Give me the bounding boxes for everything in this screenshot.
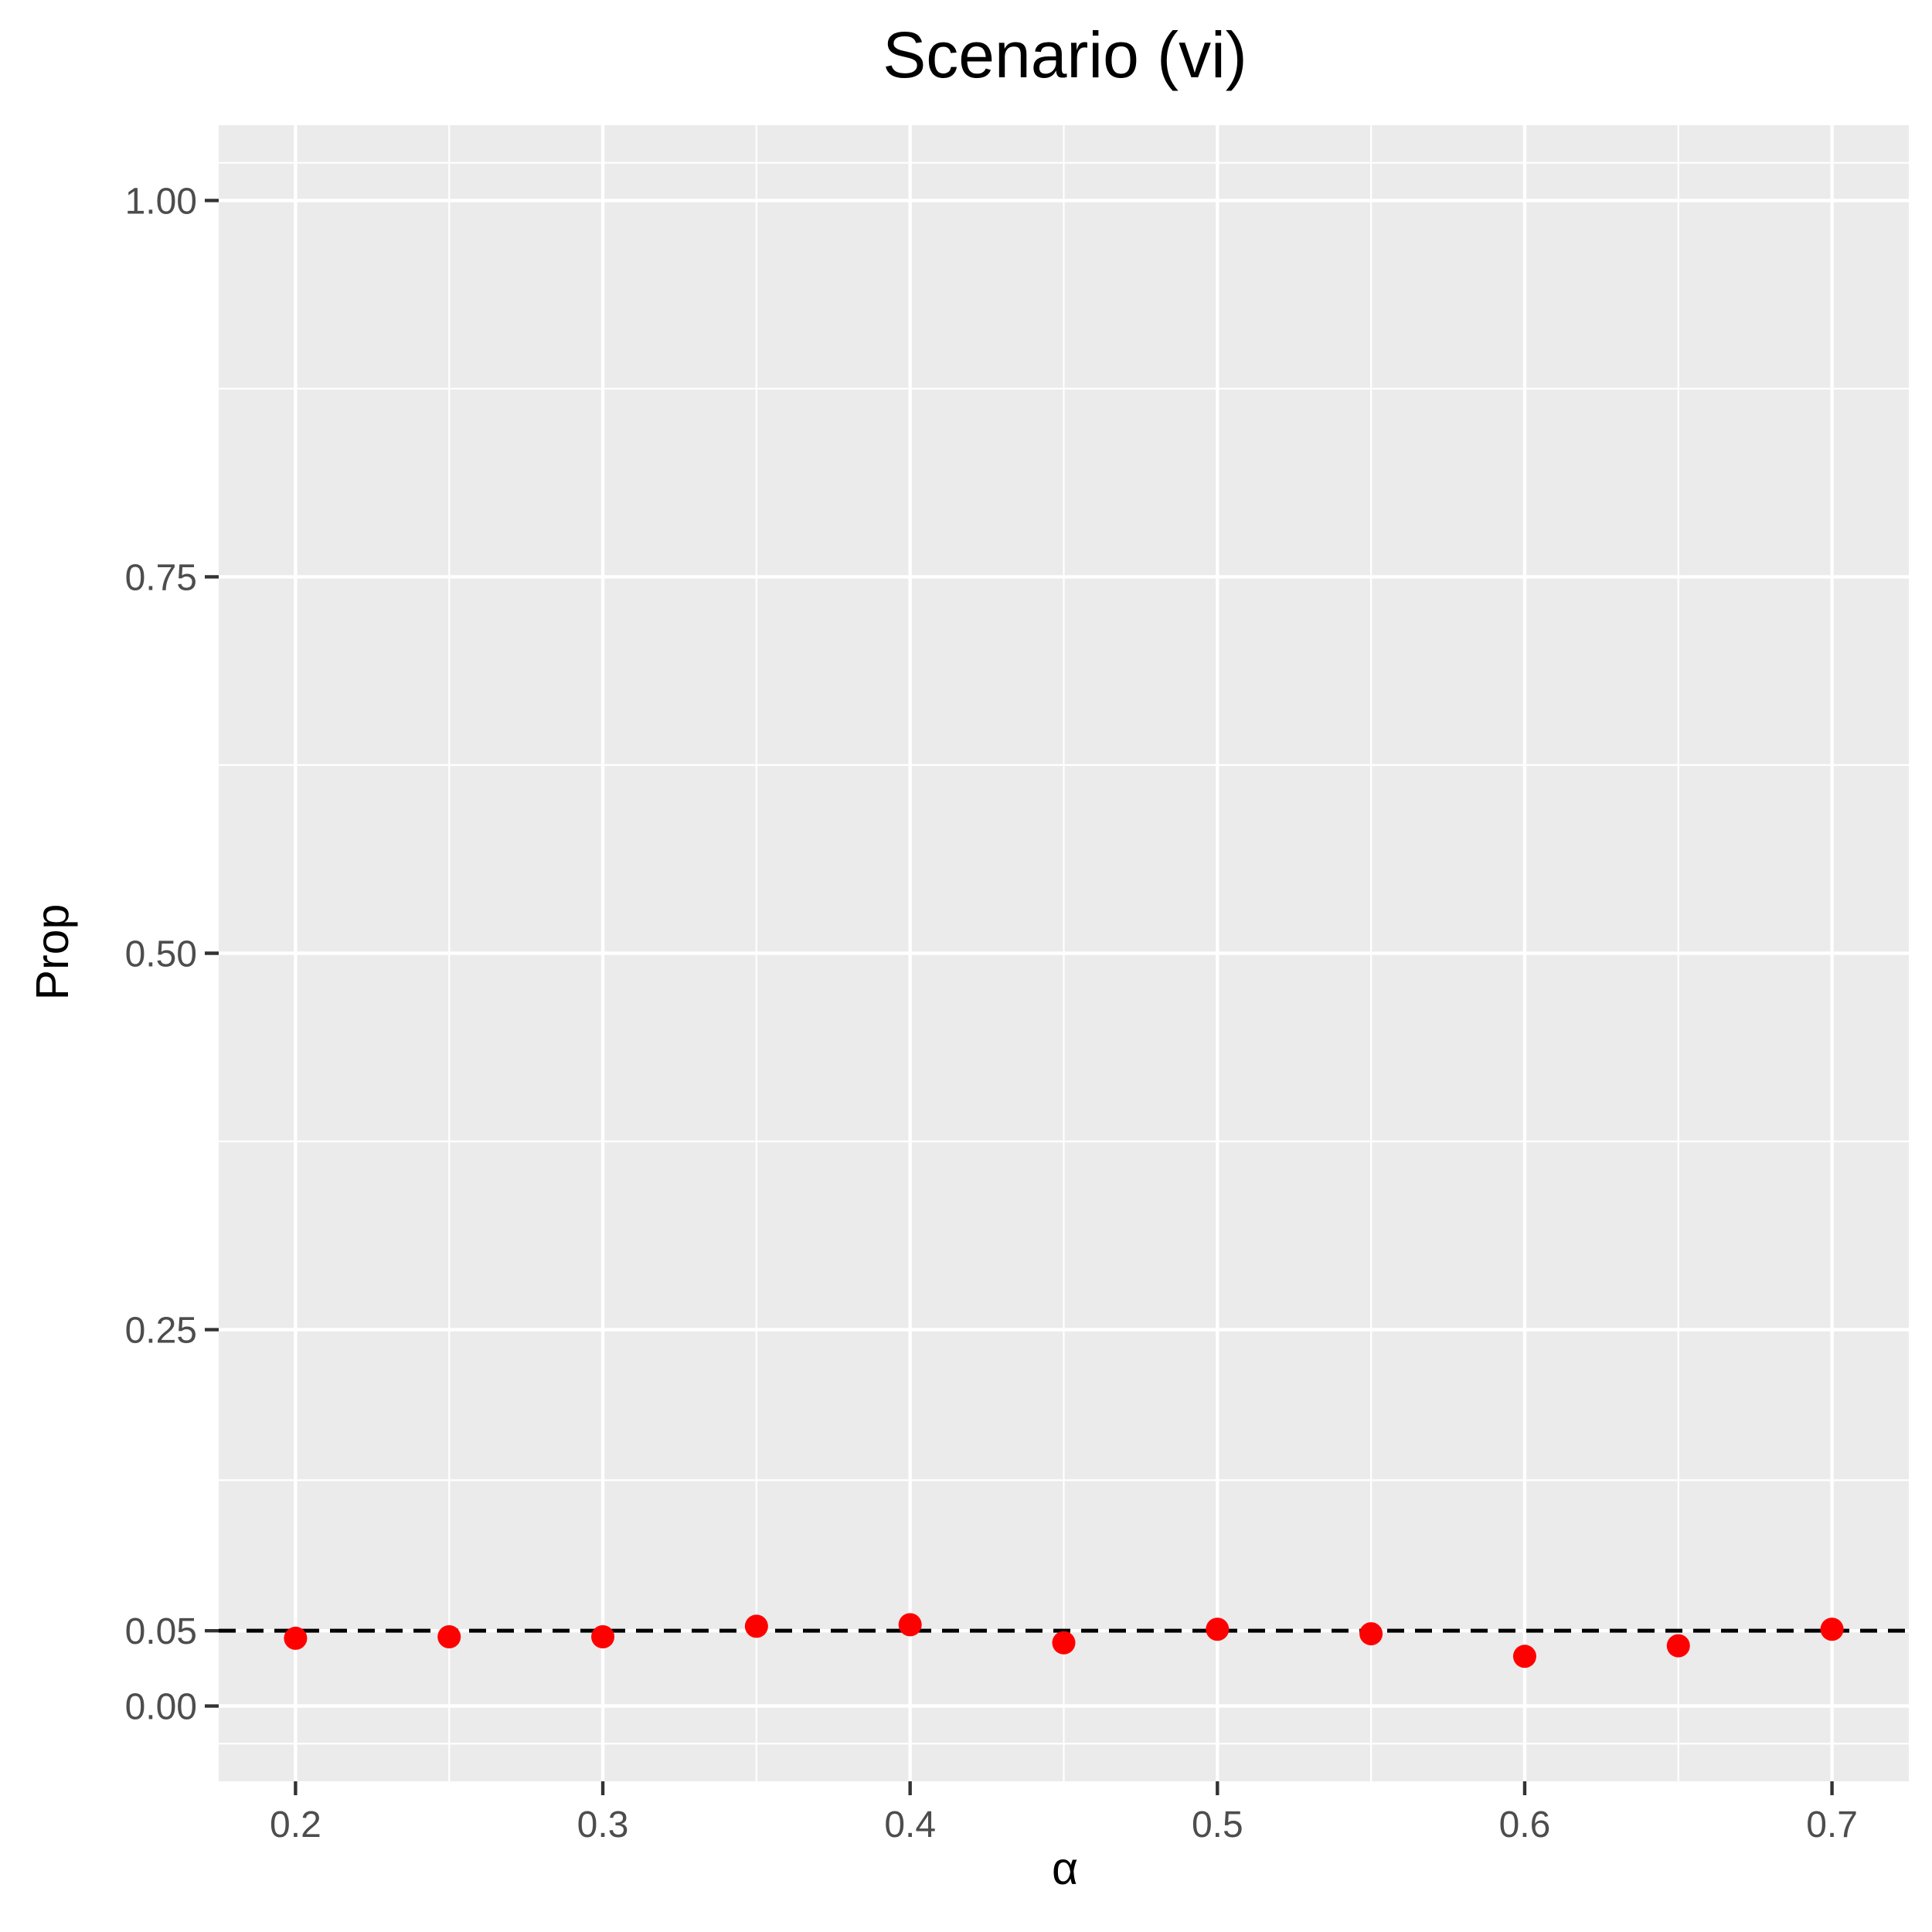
x-tick-label: 0.6 (1499, 1804, 1551, 1845)
x-tick-label: 0.2 (270, 1804, 321, 1845)
data-point (284, 1627, 307, 1650)
data-point (1053, 1631, 1076, 1655)
y-tick-label: 0.50 (125, 934, 197, 975)
data-point (591, 1625, 614, 1648)
data-point (1667, 1634, 1690, 1658)
y-axis-title: Prop (27, 904, 78, 1001)
data-point (899, 1613, 922, 1636)
x-tick-label: 0.7 (1806, 1804, 1858, 1845)
y-tick-label: 0.75 (125, 557, 197, 598)
x-tick-label: 0.5 (1192, 1804, 1243, 1845)
chart-title: Scenario (vi) (883, 19, 1247, 91)
y-tick-label: 1.00 (125, 181, 197, 222)
data-point (1206, 1617, 1229, 1641)
y-tick-label: 0.05 (125, 1611, 197, 1652)
x-tick-label: 0.4 (884, 1804, 936, 1845)
x-axis-title: α (1052, 1843, 1078, 1894)
x-tick-label: 0.3 (577, 1804, 629, 1845)
data-point (1513, 1645, 1536, 1668)
data-point (745, 1614, 768, 1638)
data-point (437, 1625, 461, 1648)
data-point (1821, 1617, 1844, 1641)
data-point (1359, 1622, 1383, 1645)
y-tick-label: 0.25 (125, 1311, 197, 1352)
y-tick-label: 0.00 (125, 1687, 197, 1728)
